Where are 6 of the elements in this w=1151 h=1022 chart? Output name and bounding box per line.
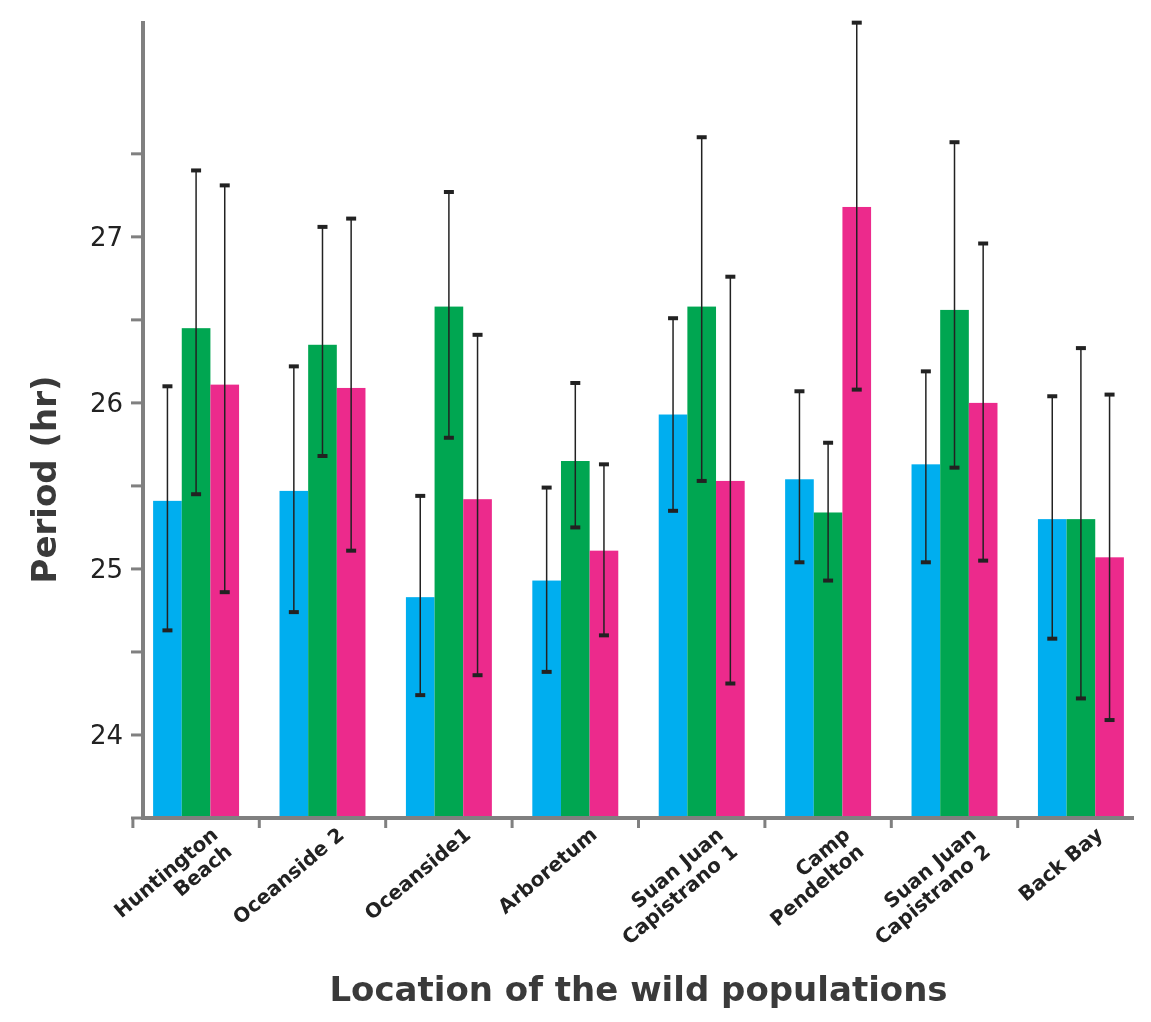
- y-tick-label: 25: [89, 554, 123, 585]
- y-tick-label: 26: [89, 388, 123, 418]
- y-tick-label: 27: [89, 221, 123, 252]
- y-axis-title: Period (hr): [24, 375, 64, 584]
- x-axis-title: Location of the wild populations: [329, 969, 948, 1009]
- y-tick-label: 24: [89, 720, 123, 751]
